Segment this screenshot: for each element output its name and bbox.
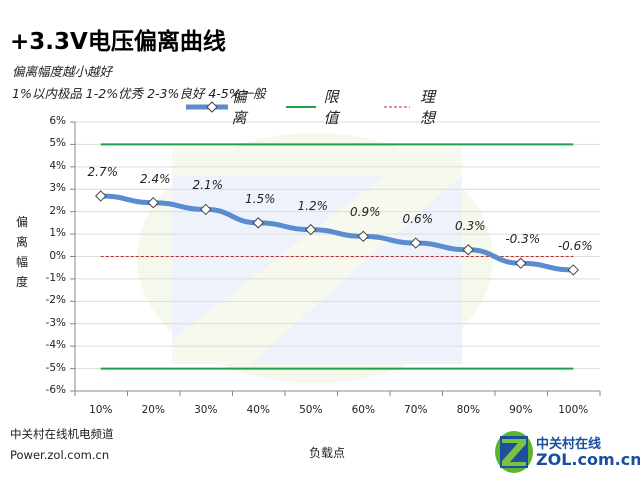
logo-text-cn: 中关村在线: [536, 437, 602, 452]
chart-rating-note: 1%以内极品 1-2%优秀 2-3%良好 4-5%一般: [12, 86, 266, 101]
data-label: 1.2%: [297, 198, 329, 213]
x-tick-label: 10%: [89, 404, 113, 416]
source-url: Power.zol.com.cn: [10, 448, 110, 462]
legend-item-ideal: 理想: [384, 88, 443, 127]
data-point-marker: [200, 203, 212, 216]
data-point-marker: [95, 190, 107, 202]
data-label: 1.5%: [245, 191, 276, 206]
y-tick-label: -2%: [45, 294, 66, 307]
data-label: -0.6%: [557, 238, 593, 253]
legend-label: 理想: [420, 88, 436, 127]
data-point-marker: [357, 230, 369, 243]
x-tick-label: 100%: [558, 404, 589, 416]
chart-title: +3.3V电压偏离曲线: [10, 29, 226, 55]
diamond-line-icon: [186, 101, 229, 113]
legend-item-limit: 限值: [286, 88, 347, 127]
axes: [70, 121, 601, 396]
y-tick-label: 5%: [49, 137, 66, 150]
y-tick-label: 1%: [49, 227, 66, 240]
y-tick-label: 2%: [49, 204, 66, 217]
x-tick-label: 40%: [246, 404, 270, 416]
data-label: 2.4%: [140, 171, 171, 186]
x-tick-label: 50%: [299, 404, 323, 416]
data-point-marker: [462, 244, 474, 256]
dashed-line-icon: [384, 106, 411, 108]
chart-subtitle: 偏离幅度越小越好: [12, 64, 113, 79]
x-tick-label: 70%: [404, 404, 428, 416]
deviation-line: [98, 193, 576, 273]
y-tick-label: -5%: [45, 361, 66, 374]
legend-label: 偏离: [231, 88, 247, 127]
legend-label: 限值: [323, 88, 339, 127]
y-tick-label: 6%: [49, 115, 66, 127]
data-label: -0.3%: [505, 232, 541, 247]
y-axis-label-char: 偏: [15, 215, 28, 229]
x-tick-label: 90%: [509, 404, 533, 416]
y-tick-label: -1%: [45, 271, 66, 284]
data-label: 0.9%: [350, 205, 381, 220]
y-tick-label: 4%: [49, 159, 66, 172]
logo-text-en: ZOL.com.cn: [536, 450, 640, 469]
y-axis-label-char: 离: [15, 235, 28, 249]
y-tick-label: -3%: [45, 316, 66, 329]
x-axis-label: 负载点: [309, 446, 346, 460]
data-point-marker: [252, 217, 264, 229]
data-point-marker: [567, 264, 579, 276]
data-point-marker: [410, 237, 422, 249]
y-axis-label: 偏离幅度: [14, 212, 30, 292]
y-axis-label-char: 幅: [15, 255, 28, 269]
source-channel: 中关村在线机电频道: [10, 427, 114, 441]
x-tick-label: 80%: [456, 404, 480, 416]
data-label: 2.7%: [87, 164, 119, 179]
y-tick-label: -4%: [45, 339, 66, 352]
zol-logo: 中关村在线 ZOL.com.cn: [494, 430, 640, 474]
x-tick-label: 60%: [351, 404, 375, 416]
y-tick-label: 3%: [49, 182, 66, 195]
solid-line-icon: [286, 106, 316, 108]
y-tick-label: -6%: [45, 384, 66, 396]
watermark-logo: [137, 133, 493, 383]
data-point-marker: [515, 257, 527, 269]
data-label: 0.6%: [402, 212, 434, 227]
x-tick-label: 20%: [141, 404, 165, 416]
data-point-marker: [147, 196, 159, 209]
data-label: 2.1%: [192, 178, 224, 193]
series: [95, 143, 579, 370]
data-label: 0.3%: [455, 218, 486, 233]
data-point-marker: [305, 223, 317, 236]
zol-z-icon: [495, 431, 533, 473]
y-tick-label: 0%: [49, 249, 66, 262]
x-tick-label: 30%: [194, 404, 218, 416]
y-axis-label-char: 度: [15, 275, 28, 289]
legend-item-deviation: 偏离: [186, 88, 256, 127]
